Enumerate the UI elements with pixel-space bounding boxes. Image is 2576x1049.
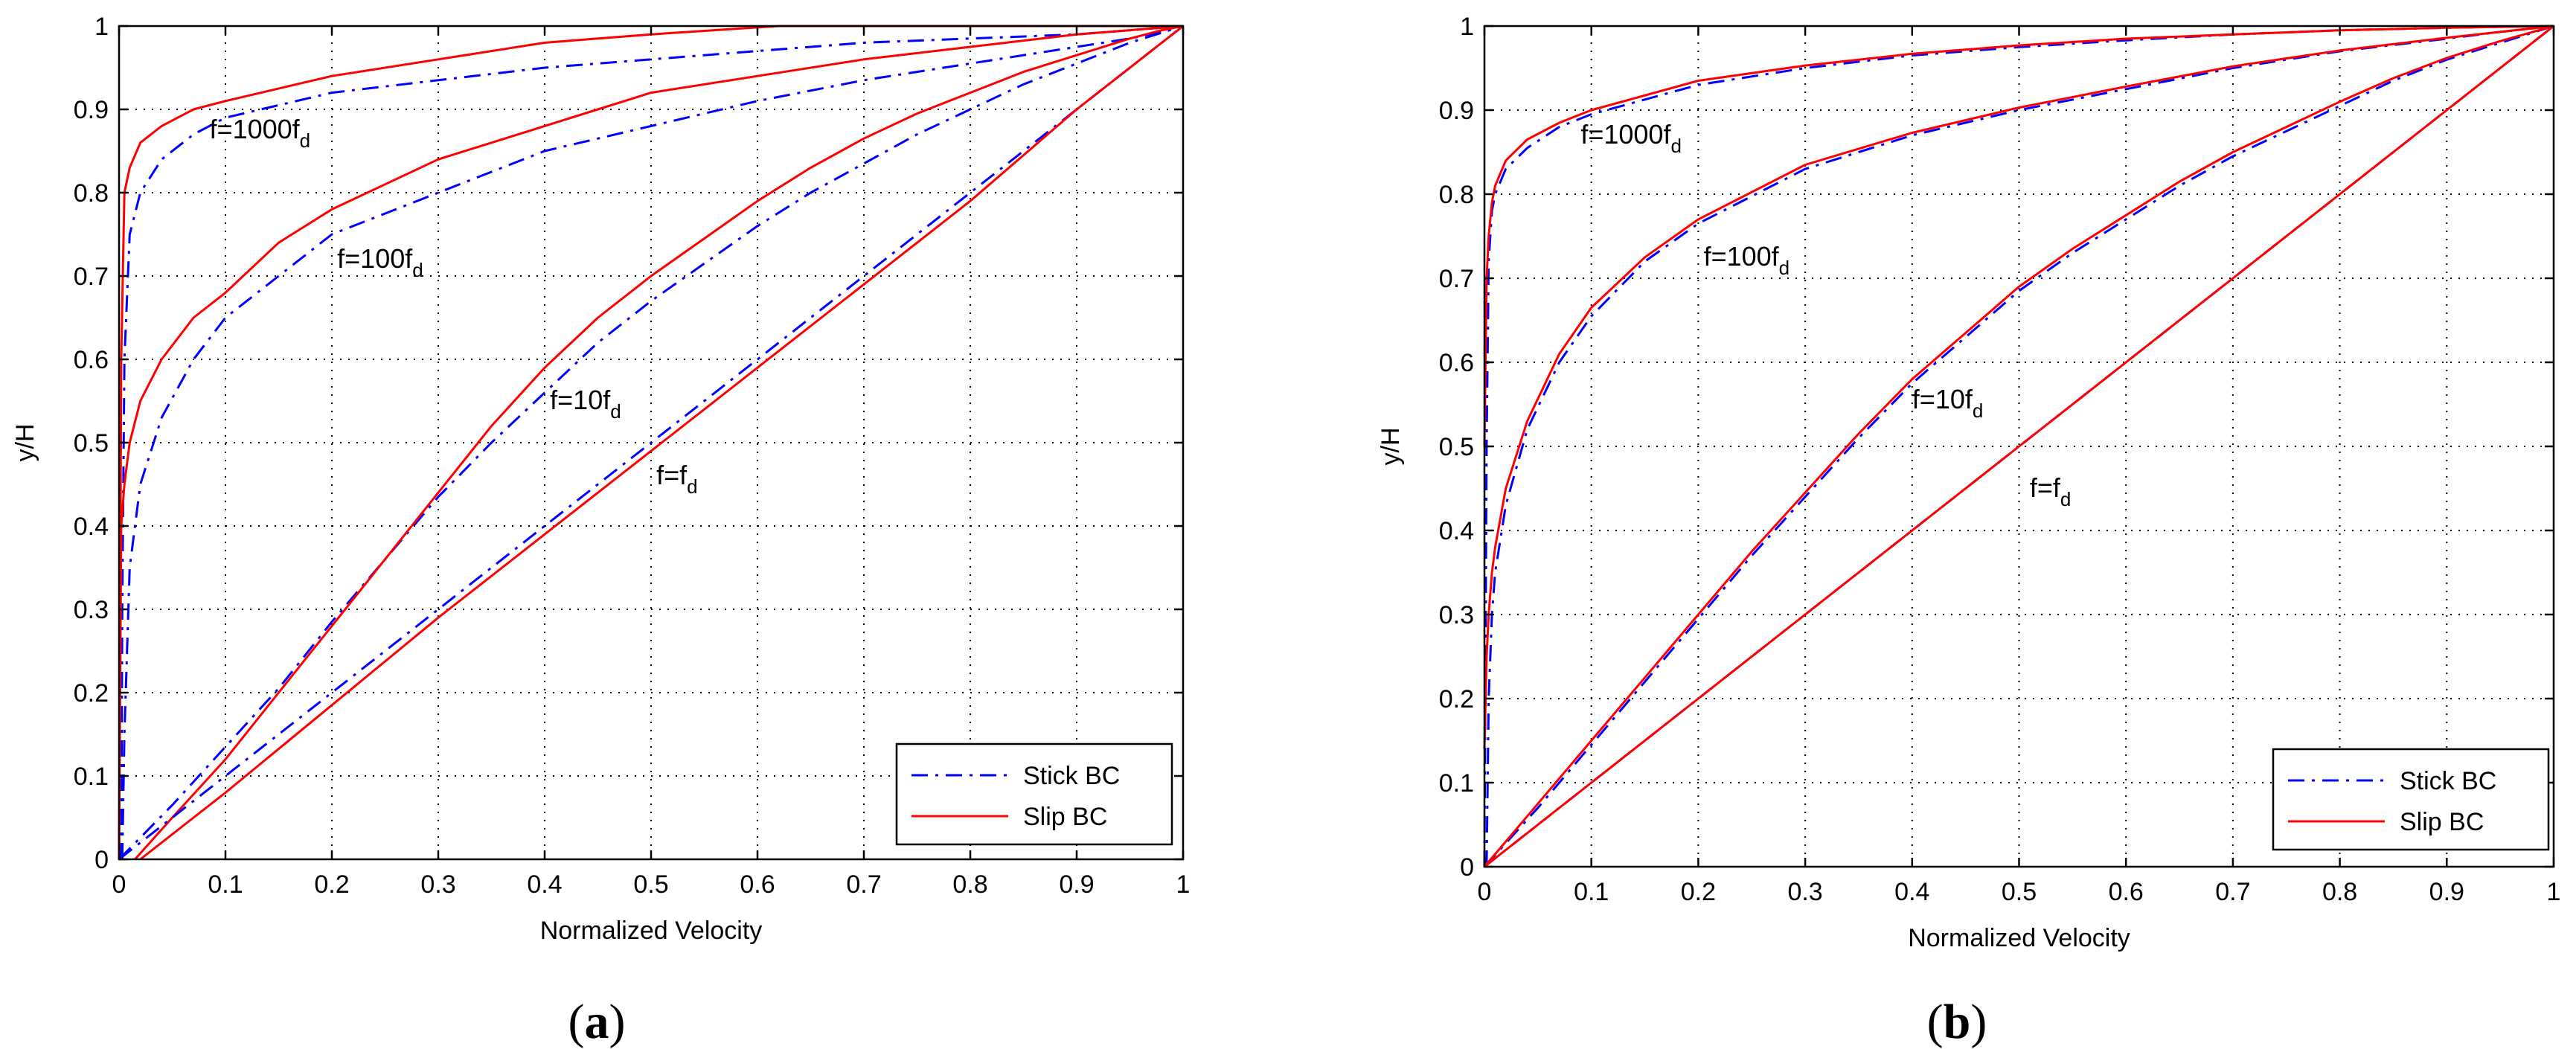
y-tick-label: 1: [94, 13, 109, 41]
panel-caption: (a): [568, 995, 626, 1049]
y-tick-label: 0: [1460, 853, 1474, 882]
curve-annotation: f=fd: [656, 460, 698, 498]
panel-a: 0 0.1 0.2 0.3 0.4 0.5 0.6 0.7 0.8 0.9 1 0 0.1 0.2 0.3 0…: [11, 13, 1190, 1049]
x-tick-label: 1: [1176, 870, 1191, 899]
tick-layer: 0 0.1 0.2 0.3 0.4 0.5 0.6 0.7 0.8 0.9 1 0 0.1 0.2 0.3 0…: [74, 13, 1191, 899]
panel-caption: (b): [1927, 995, 1987, 1049]
slip-bc-line-f-10f-d: [1483, 25, 2554, 867]
curve-annotation: f=1000fd: [210, 114, 311, 152]
panel-b: 0 0.1 0.2 0.3 0.4 0.5 0.6 0.7 0.8 0.9 1 0 0.1 0.2 0.3 0…: [1377, 13, 2560, 1049]
curve-annotation: f=1000fd: [1580, 119, 1682, 157]
x-tick-label: 0.4: [1894, 878, 1929, 906]
y-axis-label: y/H: [11, 424, 39, 462]
y-tick-label: 0.8: [1439, 181, 1474, 209]
x-tick-label: 0.1: [1574, 878, 1609, 906]
y-tick-label: 1: [1460, 13, 1474, 41]
x-axis-label: Normalized Velocity: [1908, 924, 2130, 952]
x-tick-label: 0.6: [740, 870, 775, 899]
x-tick-label: 1: [2547, 878, 2561, 906]
y-tick-label: 0.2: [1439, 685, 1474, 713]
x-tick-label: 0: [1478, 878, 1492, 906]
slip-bc-line-f-10f-d: [134, 25, 1184, 861]
x-tick-label: 0.3: [420, 870, 455, 899]
x-tick-label: 0.9: [2429, 878, 2464, 906]
x-tick-label: 0.8: [952, 870, 987, 899]
annotation-layer: f=1000fd f=100fd f=10fd f=fd: [210, 114, 698, 498]
x-tick-label: 0.5: [2002, 878, 2037, 906]
x-tick-label: 0.7: [2215, 878, 2250, 906]
x-tick-label: 0: [112, 870, 126, 899]
x-tick-label: 0.5: [633, 870, 668, 899]
slip-bc-line-f-f-d: [139, 25, 1184, 861]
x-tick-label: 0.7: [846, 870, 881, 899]
y-tick-label: 0.1: [1439, 769, 1474, 798]
y-tick-label: 0.6: [1439, 349, 1474, 377]
x-tick-label: 0.3: [1787, 878, 1822, 906]
curve-annotation: f=100fd: [1704, 241, 1790, 279]
legend-stick-label: Stick BC: [2400, 767, 2496, 795]
curve-annotation: f=100fd: [337, 243, 423, 281]
x-tick-label: 0.2: [314, 870, 349, 899]
x-tick-label: 0.2: [1681, 878, 1716, 906]
x-tick-label: 0.4: [527, 870, 562, 899]
y-tick-label: 0.1: [74, 763, 109, 791]
y-tick-label: 0.9: [74, 96, 109, 124]
y-tick-label: 0.7: [1439, 265, 1474, 293]
y-tick-label: 0.6: [74, 346, 109, 374]
stick-bc-line-f-1000f-d: [120, 25, 1184, 860]
y-tick-label: 0.3: [74, 596, 109, 624]
slip-bc-line-f-f-d: [1484, 25, 2554, 868]
curve-annotation: f=10fd: [1912, 384, 1984, 422]
y-tick-label: 0.5: [74, 429, 109, 458]
legend-box: [2272, 748, 2550, 851]
x-tick-label: 0.1: [208, 870, 243, 899]
y-tick-label: 0.5: [1439, 433, 1474, 461]
slip-bc-line-f-100f-d: [1483, 25, 2554, 749]
y-tick-label: 0.7: [74, 263, 109, 291]
x-tick-label: 0.8: [2322, 878, 2357, 906]
x-axis-label: Normalized Velocity: [540, 917, 763, 945]
annotation-layer: f=1000fd f=100fd f=10fd f=fd: [1580, 119, 2071, 510]
y-tick-label: 0.4: [1439, 517, 1474, 545]
legend: Stick BC Slip BC: [895, 742, 1173, 846]
grid: [1484, 26, 2554, 867]
x-tick-label: 0.6: [2109, 878, 2144, 906]
legend: Stick BC Slip BC: [2272, 748, 2550, 851]
legend-stick-label: Stick BC: [1023, 762, 1120, 790]
y-tick-label: 0: [94, 846, 109, 874]
y-tick-label: 0.8: [74, 179, 109, 208]
legend-slip-label: Slip BC: [1023, 803, 1107, 831]
stick-bc-line-f-f-d: [118, 25, 1184, 861]
legend-box: [895, 742, 1173, 846]
y-tick-label: 0.2: [74, 679, 109, 708]
slip-bc-line-f-100f-d: [118, 25, 1184, 860]
y-tick-label: 0.3: [1439, 601, 1474, 629]
tick-layer: 0 0.1 0.2 0.3 0.4 0.5 0.6 0.7 0.8 0.9 1 0 0.1 0.2 0.3 0…: [1439, 13, 2561, 906]
y-axis-label: y/H: [1377, 428, 1405, 466]
x-tick-label: 0.9: [1059, 870, 1094, 899]
legend-slip-label: Slip BC: [2400, 808, 2484, 836]
y-tick-label: 0.9: [1439, 97, 1474, 125]
y-tick-label: 0.4: [74, 513, 109, 541]
curve-annotation: f=fd: [2030, 472, 2072, 510]
curve-annotation: f=10fd: [550, 385, 621, 423]
